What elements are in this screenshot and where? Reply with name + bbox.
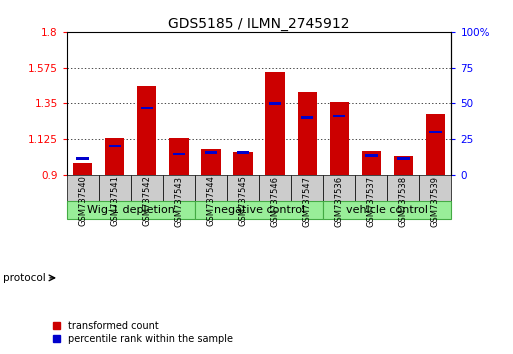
Bar	[362, 151, 381, 175]
Bar	[265, 72, 285, 175]
Bar	[73, 163, 92, 175]
Bar	[195, 201, 323, 219]
Bar	[387, 175, 420, 201]
Bar	[205, 151, 217, 154]
Text: GSM737541: GSM737541	[110, 176, 120, 227]
Bar	[67, 175, 98, 201]
Bar	[301, 116, 313, 119]
Text: GSM737537: GSM737537	[367, 176, 376, 227]
Bar	[323, 175, 355, 201]
Bar	[426, 114, 445, 175]
Text: vehicle control: vehicle control	[346, 205, 428, 215]
Bar	[163, 175, 195, 201]
Bar	[333, 115, 345, 117]
Text: Wig-1 depletion: Wig-1 depletion	[87, 205, 175, 215]
Bar	[420, 175, 451, 201]
Text: protocol: protocol	[3, 273, 45, 283]
Bar	[355, 175, 387, 201]
Bar	[169, 138, 189, 175]
Bar	[237, 151, 249, 154]
Bar	[67, 201, 195, 219]
Bar	[201, 149, 221, 175]
Bar	[329, 102, 349, 175]
Bar	[195, 175, 227, 201]
Bar	[141, 107, 153, 109]
Text: GSM737536: GSM737536	[334, 176, 344, 227]
Bar	[269, 102, 281, 104]
Bar	[173, 153, 185, 155]
Bar	[323, 201, 451, 219]
Bar	[227, 175, 259, 201]
Bar	[137, 86, 156, 175]
Bar	[233, 153, 252, 175]
Bar	[429, 131, 442, 133]
Text: GSM737540: GSM737540	[78, 176, 87, 227]
Bar	[298, 92, 317, 175]
Bar	[259, 175, 291, 201]
Bar	[397, 158, 409, 160]
Text: GSM737547: GSM737547	[303, 176, 312, 227]
Bar	[98, 175, 131, 201]
Bar	[76, 158, 89, 160]
Text: GSM737538: GSM737538	[399, 176, 408, 227]
Bar	[291, 175, 323, 201]
Legend: transformed count, percentile rank within the sample: transformed count, percentile rank withi…	[51, 319, 234, 346]
Bar	[393, 155, 413, 175]
Bar	[131, 175, 163, 201]
Text: GSM737546: GSM737546	[270, 176, 280, 227]
Text: GSM737543: GSM737543	[174, 176, 184, 227]
Title: GDS5185 / ILMN_2745912: GDS5185 / ILMN_2745912	[168, 17, 350, 31]
Text: GSM737542: GSM737542	[142, 176, 151, 227]
Text: GSM737539: GSM737539	[431, 176, 440, 227]
Text: GSM737544: GSM737544	[206, 176, 215, 227]
Bar	[109, 145, 121, 147]
Bar	[365, 154, 378, 157]
Text: negative control: negative control	[213, 205, 305, 215]
Bar	[105, 138, 124, 175]
Text: GSM737545: GSM737545	[239, 176, 248, 227]
